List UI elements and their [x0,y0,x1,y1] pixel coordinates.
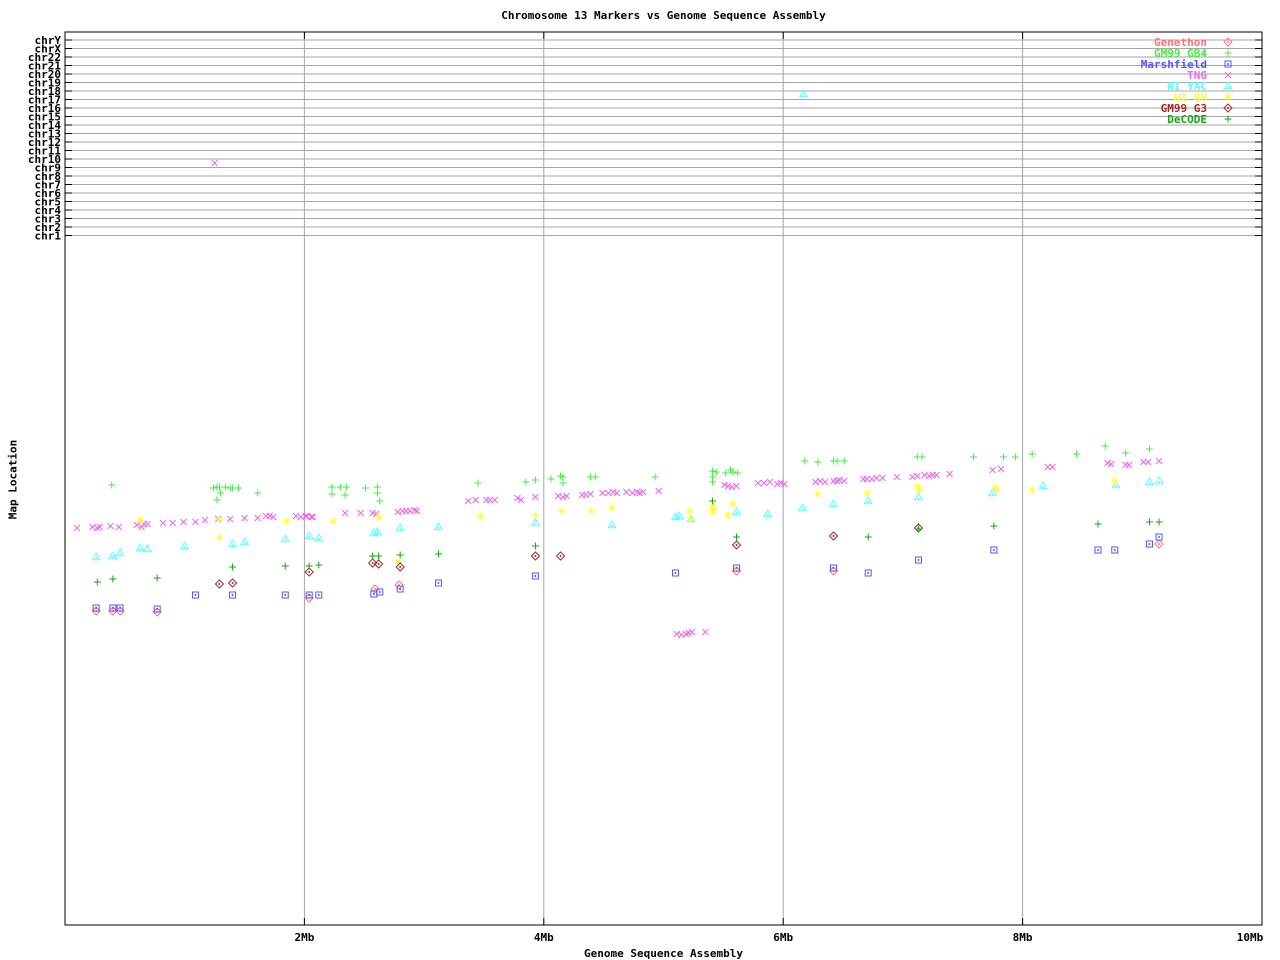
chrom-label-chr13: chr13 [28,128,61,141]
chrom-label-chr14: chr14 [28,119,61,132]
legend-entry-genethon: Genethon [1154,36,1233,49]
chrom-label-chr16: chr16 [28,102,61,115]
chrom-label-chr17: chr17 [28,94,61,107]
legend-entry-decode: DeCODE [1167,113,1232,126]
series-marshfield [92,533,1163,613]
legend-entry-wi-rh: WI RH [1174,91,1232,104]
legend-marker-marshfield [1224,60,1232,68]
chrom-label-chr22: chr22 [28,51,61,64]
legend-marker-decode [1224,115,1232,123]
chrom-label-chr4: chr4 [35,204,62,217]
chrom-label-chr21: chr21 [28,60,61,73]
legend-marker-gm99-gb4 [1224,49,1232,57]
plot-border [64,31,1263,926]
legend-marker-gm99-g3 [1223,103,1233,113]
series-genethon [91,539,1164,617]
chrom-label-chr12: chr12 [28,136,61,149]
legend-entry-gm99-gb4: GM99 GB4 [1154,47,1232,60]
chrom-label-chr7: chr7 [35,179,62,192]
x-tick-label-4Mb: 4Mb [534,931,554,944]
legend-label-wi-rh: WI RH [1174,91,1207,104]
legend-label-decode: DeCODE [1167,113,1207,126]
chrom-label-chr2: chr2 [35,221,62,234]
chrom-label-chr11: chr11 [28,145,61,158]
chrom-label-chr19: chr19 [28,77,61,90]
legend-label-gm99-gb4: GM99 GB4 [1154,47,1207,60]
chrom-label-chr18: chr18 [28,85,61,98]
x-axis-label: Genome Sequence Assembly [584,947,743,960]
chrom-label-chrX: chrX [35,43,62,56]
chrom-label-chr10: chr10 [28,153,61,166]
series-gm99-g3 [214,523,924,589]
legend-label-gm99-g3: GM99 G3 [1161,102,1207,115]
legend-label-marshfield: Marshfield [1141,58,1207,71]
chrom-label-chr5: chr5 [35,196,62,209]
legend-entry-marshfield: Marshfield [1141,58,1232,71]
legend-entry-tng: TNG [1187,69,1232,82]
legend-entry-wi-yac: WI YAC [1167,80,1233,93]
chrom-label-chr9: chr9 [35,162,62,175]
x-tick-label-6Mb: 6Mb [773,931,793,944]
chrom-label-chrY: chrY [35,34,62,47]
legend-marker-wi-rh [1224,93,1232,101]
chrom-label-chr20: chr20 [28,68,61,81]
chart-title: Chromosome 13 Markers vs Genome Sequence… [501,9,826,22]
x-ticks: 2Mb 4Mb 6Mb 8Mb 10Mb [294,32,1264,944]
chrom-label-chr6: chr6 [35,187,62,200]
series-decode [93,497,1163,586]
series-wi-yac [91,88,1164,561]
chrom-label-chr8: chr8 [35,170,62,183]
series-tng [73,159,1163,639]
legend-label-tng: TNG [1187,69,1207,82]
x-tick-label-10Mb: 10Mb [1237,931,1264,944]
chrom-label-chr3: chr3 [35,213,62,226]
legend-label-wi-yac: WI YAC [1167,80,1207,93]
legend-marker-genethon [1223,37,1233,47]
series-gm99-gb4 [108,442,1153,505]
chrom-label-chr1: chr1 [35,230,62,243]
x-tick-label-8Mb: 8Mb [1013,931,1033,944]
chromosome-rows: chrYchrXchr22chr21chr20chr19chr18chr17ch… [28,34,1262,243]
chrom-label-chr15: chr15 [28,111,61,124]
legend-entry-gm99-g3: GM99 G3 [1161,102,1233,115]
legend-marker-wi-yac [1223,80,1233,90]
series-wi-rh [136,477,1119,566]
x-gridlines [303,32,1024,925]
legend-marker-tng [1224,71,1232,79]
x-tick-label-2Mb: 2Mb [294,931,314,944]
legend-label-genethon: Genethon [1154,36,1207,49]
